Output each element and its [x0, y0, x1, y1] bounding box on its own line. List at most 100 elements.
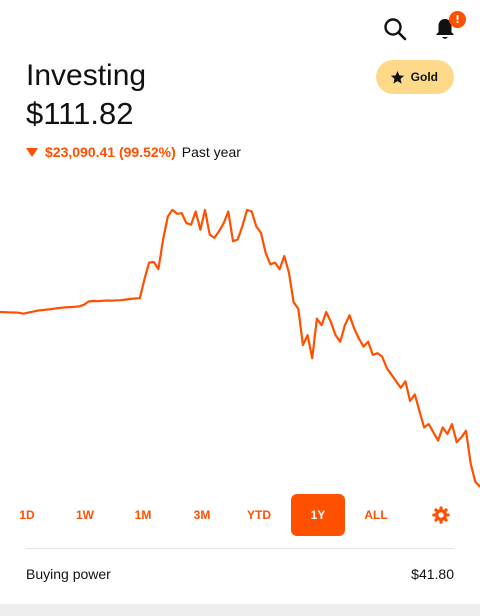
data-point-31 [143, 278, 146, 280]
notifications-button[interactable]: ! [430, 11, 466, 44]
data-point-50 [232, 240, 234, 242]
data-point-48 [223, 222, 225, 224]
data-point-64 [297, 308, 299, 310]
data-point-44 [204, 209, 206, 211]
data-point-41 [190, 224, 192, 226]
data-point-87 [404, 380, 406, 382]
data-point-40 [185, 222, 187, 224]
divider [26, 548, 454, 549]
data-point-0 [0, 311, 1, 313]
data-point-16 [74, 306, 76, 308]
data-point-93 [432, 431, 434, 433]
buying-power-label: Buying power [26, 566, 111, 582]
portfolio-chart[interactable] [0, 200, 480, 490]
data-point-90 [418, 410, 420, 412]
data-point-42 [195, 210, 197, 213]
chart-settings-button[interactable] [414, 494, 468, 536]
data-point-70 [325, 311, 327, 313]
data-point-36 [167, 215, 169, 218]
data-point-37 [171, 209, 173, 211]
down-arrow-icon [26, 147, 38, 157]
data-point-98 [456, 441, 458, 443]
data-point-38 [176, 213, 178, 215]
data-point-20 [92, 300, 94, 302]
data-point-69 [321, 324, 323, 326]
data-point-1 [4, 311, 6, 313]
data-point-91 [423, 426, 425, 428]
data-point-61 [283, 255, 285, 257]
data-point-66 [307, 334, 309, 336]
data-point-71 [330, 321, 332, 323]
data-point-5 [22, 313, 24, 315]
data-point-65 [302, 344, 304, 346]
portfolio-change: $23,090.41 (99.52%) Past year [26, 144, 454, 160]
range-selector: 1D 1W 1M 3M YTD 1Y ALL [0, 494, 480, 536]
data-point-75 [348, 314, 351, 316]
data-point-4 [18, 312, 20, 314]
data-point-52 [241, 225, 243, 227]
data-point-102 [474, 481, 476, 483]
data-point-58 [269, 263, 271, 265]
gold-button[interactable]: Gold [375, 60, 454, 94]
data-point-39 [181, 212, 183, 214]
top-bar: ! [380, 11, 466, 46]
data-point-34 [157, 268, 159, 270]
data-point-74 [344, 324, 346, 326]
data-point-28 [129, 298, 132, 300]
data-point-15 [69, 306, 71, 308]
range-all[interactable]: ALL [364, 508, 388, 522]
data-point-13 [60, 307, 62, 309]
data-point-86 [400, 387, 402, 389]
data-point-30 [139, 297, 141, 299]
data-point-100 [465, 430, 467, 432]
series-line [0, 208, 480, 488]
data-point-62 [288, 271, 290, 274]
data-point-8 [36, 310, 38, 312]
range-1m[interactable]: 1M [134, 508, 152, 522]
data-point-76 [353, 327, 355, 330]
data-point-72 [334, 334, 337, 336]
data-point-21 [97, 300, 99, 302]
gold-label: Gold [410, 70, 438, 84]
range-1d[interactable]: 1D [19, 508, 35, 522]
data-point-54 [251, 210, 253, 213]
data-point-99 [460, 436, 462, 438]
portfolio-value: $111.82 [26, 96, 134, 131]
data-point-56 [260, 232, 262, 234]
data-point-59 [274, 262, 276, 264]
star-icon [390, 70, 404, 84]
range-3m[interactable]: 3M [193, 508, 211, 522]
data-point-11 [50, 308, 52, 310]
range-ytd[interactable]: YTD [247, 508, 271, 522]
range-1w[interactable]: 1W [76, 508, 94, 522]
data-point-25 [115, 299, 118, 301]
data-point-19 [87, 300, 90, 303]
data-point-89 [414, 393, 416, 395]
data-point-45 [209, 234, 211, 236]
data-point-97 [451, 423, 453, 425]
data-point-67 [311, 357, 313, 359]
data-point-3 [13, 311, 15, 314]
bottom-bar [0, 604, 480, 616]
data-point-78 [362, 346, 365, 348]
data-point-81 [376, 352, 379, 354]
data-point-26 [120, 299, 122, 301]
data-point-23 [106, 299, 108, 302]
data-point-83 [386, 367, 388, 369]
data-point-79 [367, 341, 369, 343]
notification-badge: ! [449, 11, 466, 28]
data-point-101 [470, 463, 472, 465]
range-1y[interactable]: 1Y [291, 494, 345, 536]
data-point-7 [31, 311, 34, 313]
data-point-88 [409, 400, 411, 402]
data-point-46 [213, 237, 215, 239]
data-point-80 [372, 354, 374, 356]
data-point-60 [279, 268, 281, 270]
data-point-92 [428, 423, 430, 425]
data-point-82 [381, 355, 383, 358]
data-point-32 [148, 262, 150, 264]
search-button[interactable] [380, 14, 410, 44]
chart-points [0, 209, 480, 488]
buying-power-row[interactable]: Buying power $41.80 [26, 566, 454, 582]
data-point-24 [111, 300, 113, 302]
